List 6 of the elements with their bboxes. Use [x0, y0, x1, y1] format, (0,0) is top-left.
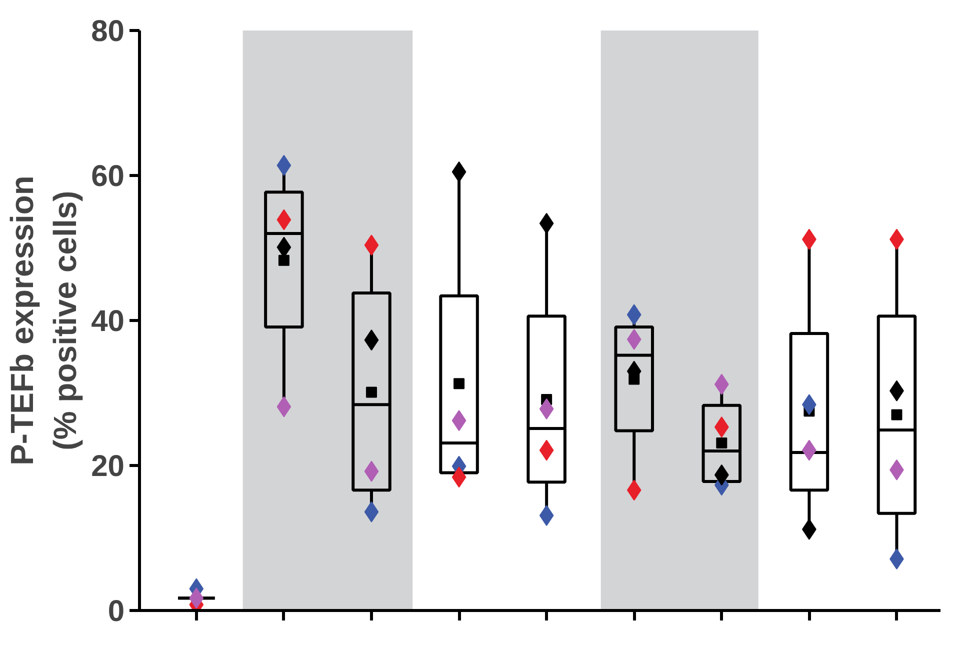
y-tick-label: 60: [91, 160, 125, 193]
y-tick-label: 0: [108, 595, 125, 628]
y-tick-label: 40: [91, 305, 125, 338]
y-tick-label: 20: [91, 450, 125, 483]
y-tick-label: 80: [91, 15, 125, 48]
y-axis-title: P-TEFb expression (% positive cells): [4, 176, 84, 466]
